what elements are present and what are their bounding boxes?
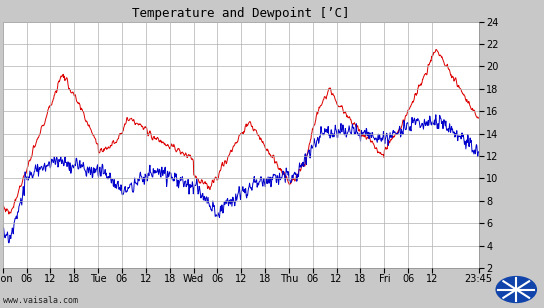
Text: www.vaisala.com: www.vaisala.com xyxy=(3,296,78,305)
Title: Temperature and Dewpoint [’C]: Temperature and Dewpoint [’C] xyxy=(132,7,349,20)
Circle shape xyxy=(496,277,536,302)
